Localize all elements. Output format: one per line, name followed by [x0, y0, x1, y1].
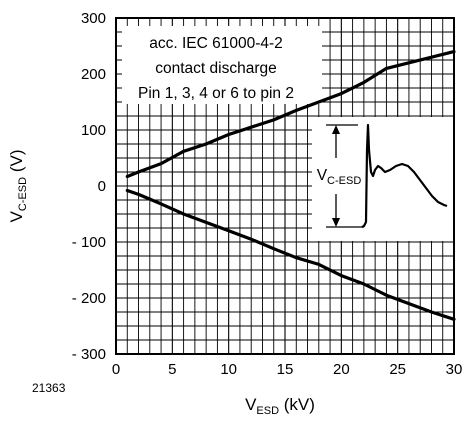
annotation-line-3: Pin 1, 3, 4 or 6 to pin 2 [138, 85, 294, 102]
y-axis-title-main: V [7, 210, 26, 222]
plot-frame [115, 17, 455, 355]
x-tick-label: 30 [446, 361, 463, 378]
y-tick-label: 300 [81, 10, 106, 27]
inset-arrowhead-down [332, 218, 340, 227]
y-axis-title-unit: (V) [7, 150, 26, 177]
x-tick-label: 10 [220, 361, 237, 378]
y-tick-label: - 200 [72, 290, 106, 307]
x-tick-label: 5 [168, 361, 176, 378]
y-axis-title-subscript: C-ESD [17, 177, 29, 211]
inset-waveform-diagram: VC-ESD [312, 117, 454, 241]
x-axis-title: VESD (kV) [245, 395, 315, 417]
y-tick-label: - 100 [72, 234, 106, 251]
y-tick-label: 200 [81, 66, 106, 83]
series-lines [125, 50, 456, 321]
inset-label-main: V [317, 167, 328, 184]
x-axis-title-main: V [245, 395, 257, 414]
inset-arrowhead-up [332, 125, 340, 134]
inset-label: VC-ESD [317, 167, 362, 187]
inset-label-subscript: C-ESD [327, 175, 361, 187]
y-tick-label: 0 [98, 178, 106, 195]
x-tick-label: 0 [112, 361, 120, 378]
series-line-1 [125, 50, 456, 179]
y-axis-title: VC-ESD (V) [7, 150, 29, 223]
x-axis-title-subscript: ESD [256, 405, 279, 417]
inset-waveform [361, 123, 448, 228]
series-line-2 [125, 188, 456, 321]
x-tick-label: 25 [389, 361, 406, 378]
y-tick-label: 100 [81, 122, 106, 139]
y-tick-labels: 300 200 100 0 - 100 - 200 - 300 [72, 10, 106, 363]
y-tick-label: - 300 [72, 346, 106, 363]
annotation-line-2: contact discharge [155, 60, 277, 77]
annotation-line-1: acc. IEC 61000-4-2 [149, 35, 283, 52]
figure-number: 21363 [32, 381, 66, 395]
x-tick-label: 20 [333, 361, 350, 378]
annotation-background [122, 26, 322, 104]
x-tick-label: 15 [277, 361, 294, 378]
x-axis-title-unit: (kV) [279, 395, 315, 414]
x-tick-labels: 0 5 10 15 20 25 30 [112, 361, 463, 378]
